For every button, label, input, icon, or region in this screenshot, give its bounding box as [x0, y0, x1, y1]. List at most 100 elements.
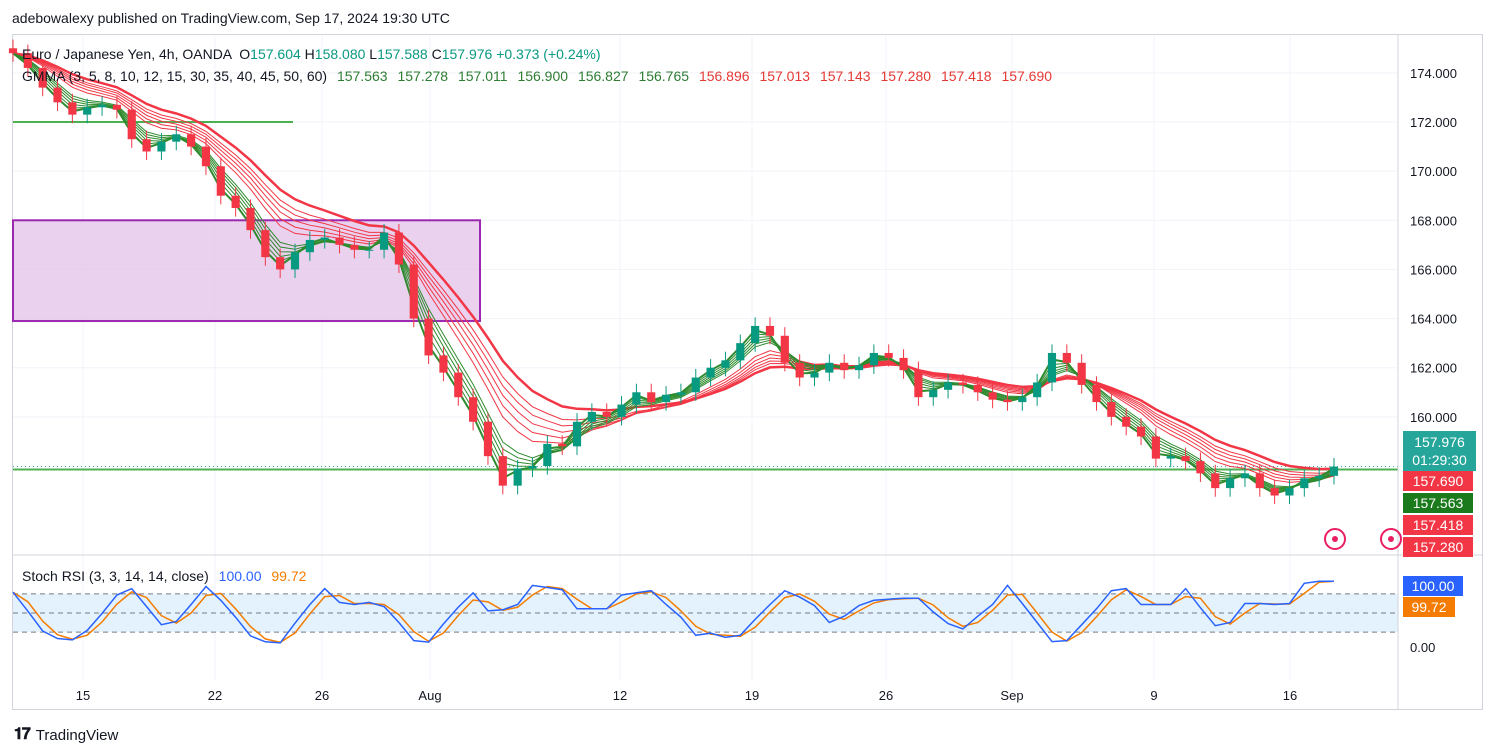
- candle-body: [676, 392, 686, 395]
- candle-body: [112, 104, 121, 110]
- candle-body: [899, 357, 908, 371]
- rsi-k-badge: 100.00: [1403, 576, 1463, 596]
- candle-body: [1300, 478, 1309, 489]
- candle-body: [1211, 473, 1220, 489]
- candle-body: [558, 443, 567, 447]
- candle-body: [38, 67, 47, 88]
- rsi-d-badge: 99.72: [1403, 597, 1455, 617]
- candle-body: [1092, 384, 1101, 403]
- candle-body: [142, 139, 151, 152]
- candle-body: [647, 392, 656, 403]
- candle-body: [394, 232, 403, 265]
- candle-body: [498, 456, 507, 486]
- candle-body: [691, 377, 700, 393]
- candle-body: [810, 372, 819, 378]
- candle-body: [751, 325, 760, 344]
- candle-body: [958, 382, 968, 385]
- gmma-short-3: 156.900: [517, 68, 569, 84]
- candle-body: [1136, 426, 1146, 437]
- candle-body: [929, 389, 938, 398]
- candle-body: [1329, 466, 1339, 476]
- candle-body: [543, 443, 552, 466]
- candle-body: [736, 343, 745, 361]
- candle-body: [469, 397, 478, 422]
- gmma-long-4: 157.418: [940, 68, 992, 84]
- gmma-short-1: 157.278: [397, 68, 449, 84]
- gmma-short-line: [12, 52, 1335, 488]
- gmma-long-1: 157.013: [759, 68, 811, 84]
- time-tick-label: Sep: [1000, 688, 1023, 703]
- time-tick-label: Aug: [418, 688, 441, 703]
- candle-body: [53, 87, 62, 103]
- candle-body: [1018, 397, 1027, 403]
- candle-body: [276, 257, 285, 270]
- candle-body: [409, 264, 418, 319]
- price-tick-label: 168.000: [1410, 213, 1457, 228]
- candle-body: [1047, 352, 1057, 383]
- symbol-label[interactable]: Euro / Japanese Yen, 4h, OANDA: [22, 46, 232, 62]
- stoch-rsi-d-line: [12, 580, 1335, 644]
- candle-body: [632, 392, 641, 405]
- candle-body: [602, 411, 611, 417]
- gmma-short-2: 157.011: [457, 68, 508, 84]
- gmma-short-5: 156.765: [638, 68, 690, 84]
- candle-body: [513, 468, 522, 486]
- candle-body: [23, 53, 32, 68]
- gmma-long-5: 157.690: [1001, 68, 1053, 84]
- alert-circle-icon[interactable]: [1380, 528, 1402, 550]
- candle-body: [721, 360, 730, 368]
- candle-body: [765, 325, 775, 336]
- candle-body: [1151, 436, 1160, 459]
- candle-body: [172, 134, 181, 142]
- time-tick-label: 15: [76, 688, 90, 703]
- candle-body: [187, 134, 196, 147]
- time-tick-label: 19: [745, 688, 759, 703]
- candle-body: [83, 107, 92, 115]
- stoch-rsi-label[interactable]: Stoch RSI (3, 3, 14, 14, close): [22, 568, 209, 584]
- candle-body: [68, 102, 77, 115]
- open-value: 157.604: [250, 46, 301, 62]
- candle-body: [1315, 475, 1324, 479]
- price-tick-label: 172.000: [1410, 115, 1457, 130]
- gmma-label[interactable]: GMMA (3, 5, 8, 10, 12, 15, 30, 35, 40, 4…: [22, 68, 328, 84]
- gmma-long-2: 157.143: [819, 68, 871, 84]
- time-tick-label: 16: [1283, 688, 1297, 703]
- candle-body: [201, 146, 211, 167]
- price-tick-label: 166.000: [1410, 262, 1457, 277]
- time-tick-label: 26: [879, 688, 893, 703]
- last-price-badge: 157.976 01:29:30: [1403, 431, 1476, 471]
- candle-body: [988, 392, 997, 400]
- candle-body: [1166, 456, 1175, 459]
- candle-body: [572, 421, 582, 447]
- candle-body: [1270, 488, 1279, 496]
- open-label: O: [239, 46, 251, 62]
- candle-body: [231, 195, 240, 208]
- stoch-rsi-legend: Stoch RSI (3, 3, 14, 14, close) 100.00 9…: [22, 568, 306, 584]
- candle-body: [127, 109, 136, 140]
- tradingview-logo-icon: 𝟏𝟕: [14, 726, 31, 743]
- candle-body: [216, 166, 225, 196]
- time-tick-label: 26: [315, 688, 329, 703]
- candle-body: [1285, 488, 1294, 496]
- footer-brand[interactable]: 𝟏𝟕 TradingView: [14, 726, 118, 744]
- gmma-long-line: [12, 51, 1335, 471]
- gmma-badge-2: 157.563: [1403, 493, 1473, 513]
- close-label: C: [431, 46, 442, 62]
- time-tick-label: 22: [208, 688, 222, 703]
- gmma-short-4: 156.827: [577, 68, 629, 84]
- stoch-rsi-k-line: [12, 580, 1334, 644]
- candle-body: [335, 237, 344, 245]
- alert-circle-icon[interactable]: [1324, 528, 1346, 550]
- gmma-long-line: [12, 52, 1335, 481]
- time-tick-label: 12: [613, 688, 627, 703]
- gmma-badge-1: 157.690: [1403, 471, 1473, 491]
- candle-body: [320, 237, 329, 240]
- candle-body: [424, 318, 433, 356]
- price-tick-label: 160.000: [1410, 410, 1457, 425]
- candle-body: [379, 232, 389, 250]
- candle-body: [944, 382, 953, 390]
- candle-body: [780, 335, 789, 363]
- candle-body: [261, 230, 270, 258]
- candle-body: [795, 362, 804, 378]
